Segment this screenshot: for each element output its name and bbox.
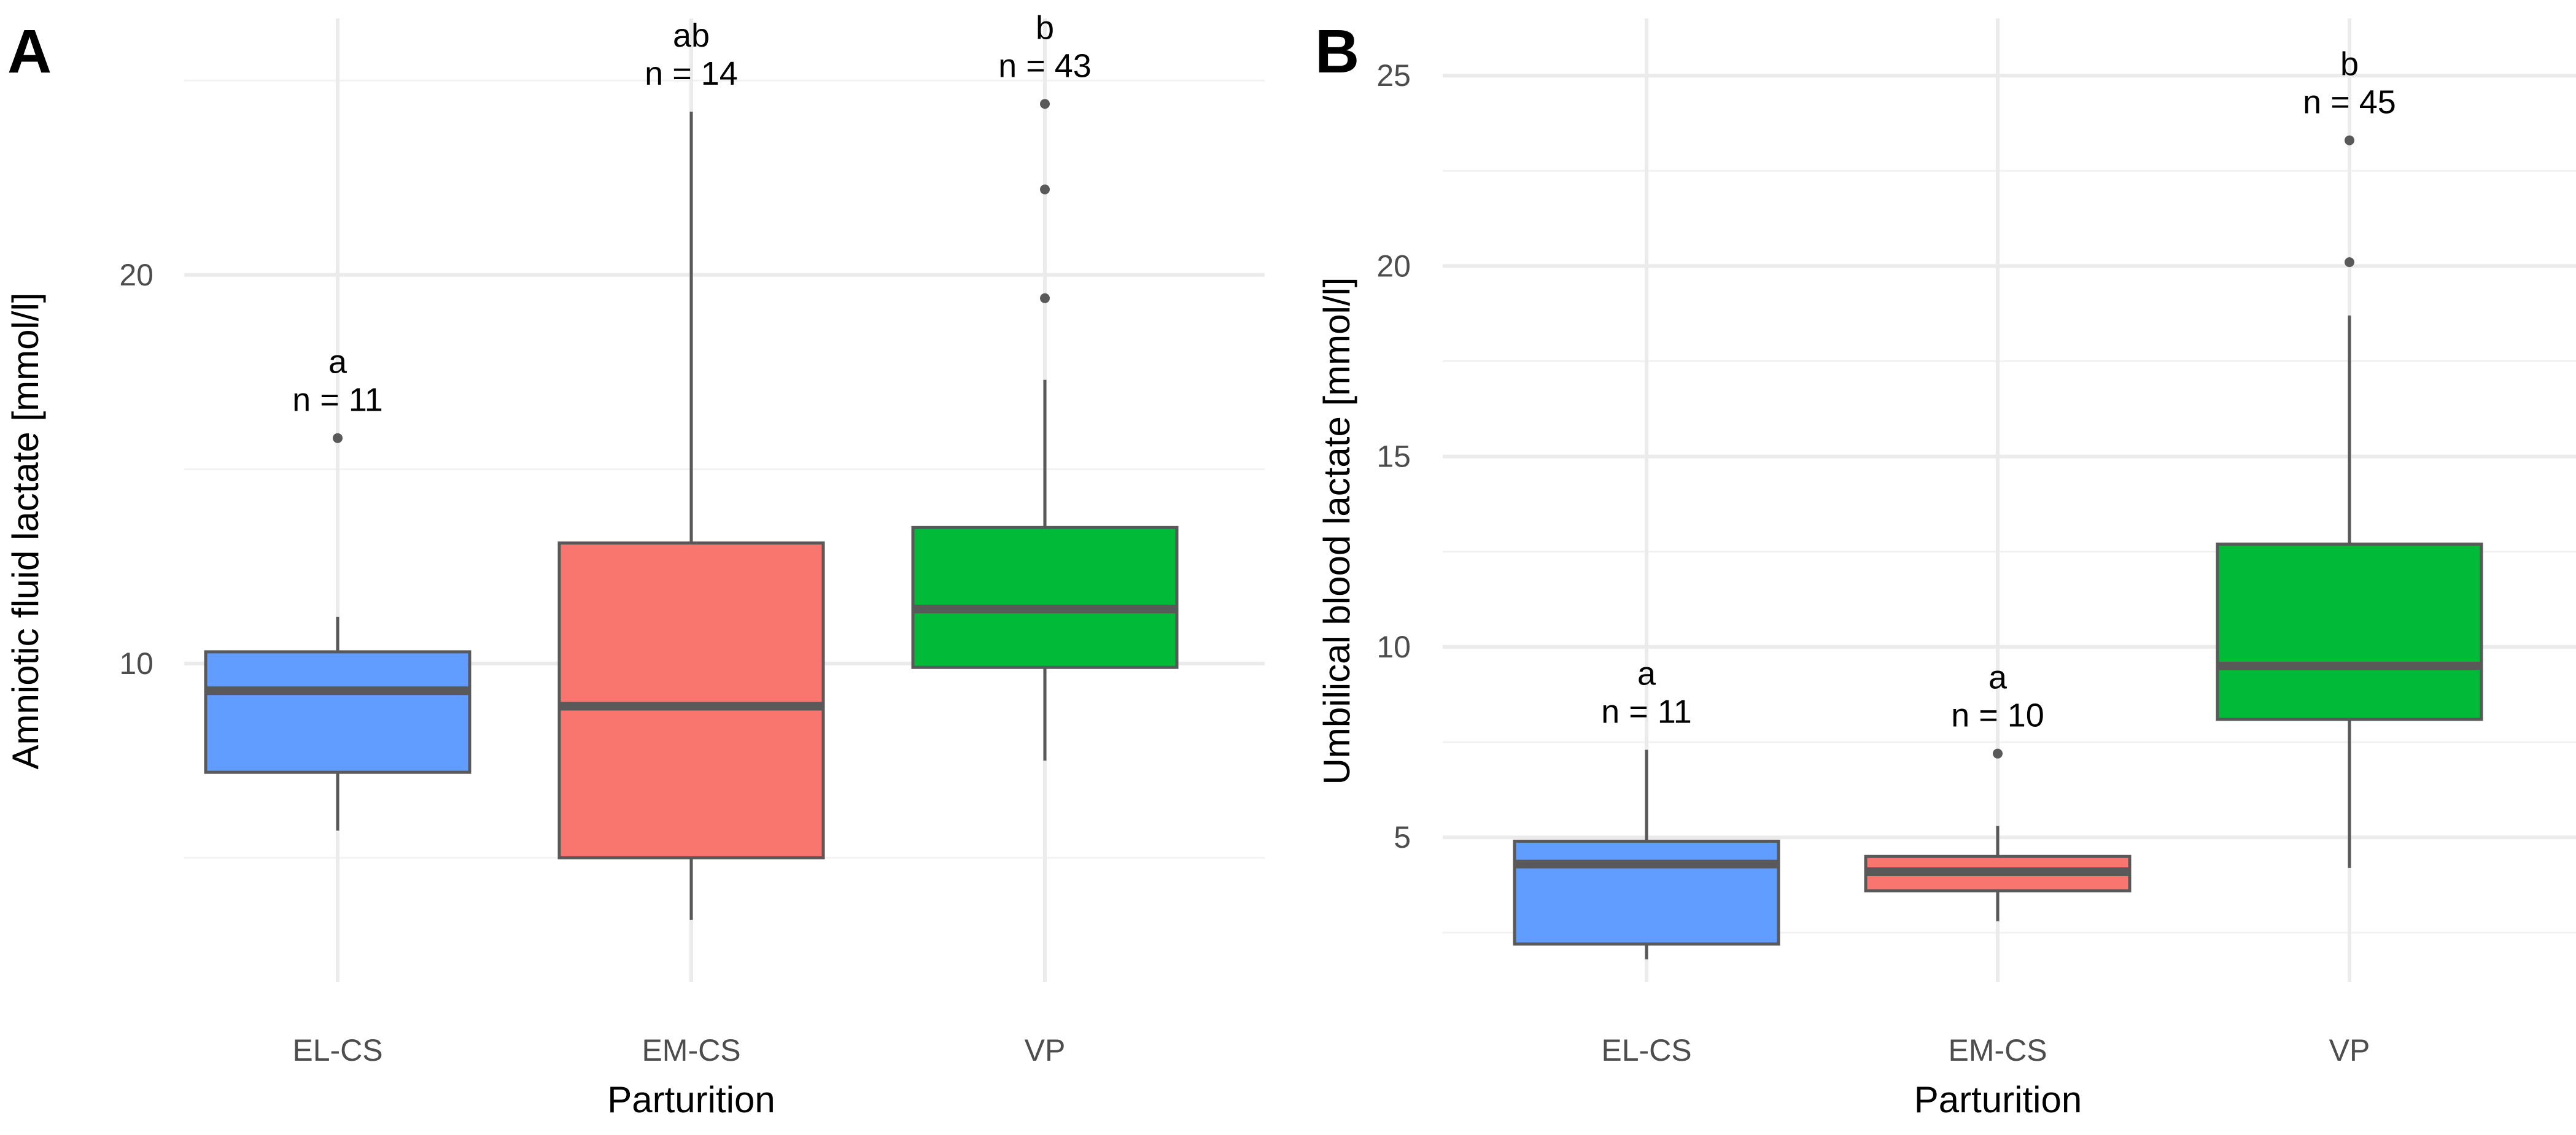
y-tick-label: 20	[1376, 249, 1411, 283]
sample-size-label: n = 11	[1601, 693, 1692, 730]
outlier-point	[2345, 135, 2354, 145]
panel-a: 10 20 an = 11 EL-CS abn = 14 EM-CS bn = 43 VP Pa…	[5, 9, 1265, 1120]
box-vp	[911, 525, 1179, 669]
y-axis-title: Amniotic fluid lactate [mmol/l]	[5, 293, 46, 770]
box-vp	[2216, 542, 2483, 721]
outlier-point	[1040, 184, 1050, 195]
y-tick-label: 10	[119, 646, 153, 681]
y-tick-label: 10	[1376, 630, 1411, 664]
y-tick-label: 25	[1376, 58, 1411, 93]
sample-size-label: n = 43	[998, 47, 1092, 84]
x-axis-title: Parturition	[607, 1079, 775, 1120]
x-axis-title: Parturition	[1914, 1079, 2082, 1120]
sample-size-label: n = 45	[2303, 84, 2396, 121]
x-tick-label: VP	[1025, 1033, 1066, 1067]
y-tick-label: 5	[1394, 820, 1411, 854]
y-tick-label: 20	[119, 258, 153, 292]
significance-letter: a	[1988, 659, 2008, 696]
x-tick-label: EL-CS	[1601, 1033, 1691, 1067]
sample-size-label: n = 11	[292, 382, 383, 419]
panel-label: A	[7, 17, 52, 86]
outlier-point	[2345, 257, 2354, 268]
box-em-cs	[557, 541, 825, 859]
y-tick-label: 15	[1376, 440, 1411, 474]
panel-label: B	[1315, 17, 1359, 86]
outlier-point	[333, 433, 343, 443]
outlier-point	[1040, 293, 1050, 303]
significance-letter: a	[1637, 655, 1656, 692]
x-tick-label: EL-CS	[292, 1033, 382, 1067]
outlier-point	[1993, 748, 2003, 759]
x-tick-label: EM-CS	[1948, 1033, 2047, 1067]
sample-size-label: n = 10	[1951, 697, 2044, 734]
significance-letter: a	[328, 344, 347, 381]
y-axis-title: Umbilical blood lactate [mmol/l]	[1316, 277, 1357, 785]
box-el-cs	[1513, 839, 1780, 946]
x-tick-label: VP	[2329, 1033, 2370, 1067]
sample-size-label: n = 14	[645, 55, 738, 92]
x-tick-label: EM-CS	[642, 1033, 740, 1067]
significance-letter: ab	[673, 17, 710, 54]
box-el-cs	[204, 650, 471, 774]
significance-letter: b	[2340, 46, 2359, 83]
outlier-point	[1040, 99, 1050, 109]
significance-letter: b	[1036, 9, 1054, 46]
